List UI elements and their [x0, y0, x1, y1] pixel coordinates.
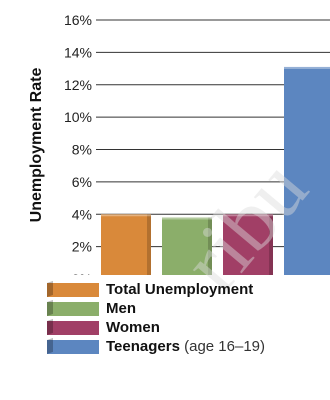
bar	[284, 66, 330, 275]
legend-item-teenagers: Teenagers (age 16–19)	[47, 337, 265, 356]
y-tick-label: 8%	[72, 142, 92, 158]
y-tick-label: 4%	[72, 206, 92, 222]
bar	[162, 217, 212, 275]
y-axis-ticks: 0% 2% 4% 6% 8% 10% 12% 14% 16%	[64, 12, 92, 275]
legend-item-women: Women	[47, 318, 265, 337]
bar-top-highlight	[162, 217, 212, 220]
legend-swatch-total	[47, 282, 99, 297]
bar-side-shade	[208, 217, 212, 275]
bar-top-highlight	[223, 214, 273, 217]
legend: Total Unemployment Men Women Teenagers (…	[47, 280, 265, 356]
bar-body	[101, 214, 151, 275]
legend-label-men: Men	[106, 300, 136, 317]
legend-label-teenagers: Teenagers (age 16–19)	[106, 338, 266, 355]
legend-item-total: Total Unemployment	[47, 280, 265, 299]
legend-item-men: Men	[47, 299, 265, 318]
y-tick-label: 12%	[64, 77, 92, 93]
y-tick-label: 14%	[64, 44, 92, 60]
bars	[101, 66, 330, 275]
y-axis-label: Unemployment Rate	[28, 68, 45, 223]
legend-label-total: Total Unemployment	[106, 281, 254, 298]
bar-body	[223, 214, 273, 275]
y-tick-label: 6%	[72, 174, 92, 190]
legend-label-women: Women	[106, 319, 160, 336]
bar-top-highlight	[101, 214, 151, 217]
bar	[101, 214, 151, 275]
legend-swatch-men	[47, 301, 99, 316]
y-tick-label: 16%	[64, 12, 92, 28]
y-tick-label: 10%	[64, 109, 92, 125]
y-tick-label: 0%	[72, 271, 92, 275]
bar-top-highlight	[284, 66, 330, 69]
bar	[223, 214, 273, 275]
unemployment-bar-chart: 0% 2% 4% 6% 8% 10% 12% 14% 16% Unemployment Rate	[28, 12, 330, 275]
bar-body	[284, 66, 330, 275]
y-tick-label: 2%	[72, 239, 92, 255]
bar-body	[162, 217, 212, 275]
legend-swatch-women	[47, 320, 99, 335]
legend-note-teenagers: (age 16–19)	[179, 338, 266, 355]
bar-side-shade	[147, 214, 151, 275]
bar-side-shade	[269, 214, 273, 275]
legend-swatch-teenagers	[47, 339, 99, 354]
